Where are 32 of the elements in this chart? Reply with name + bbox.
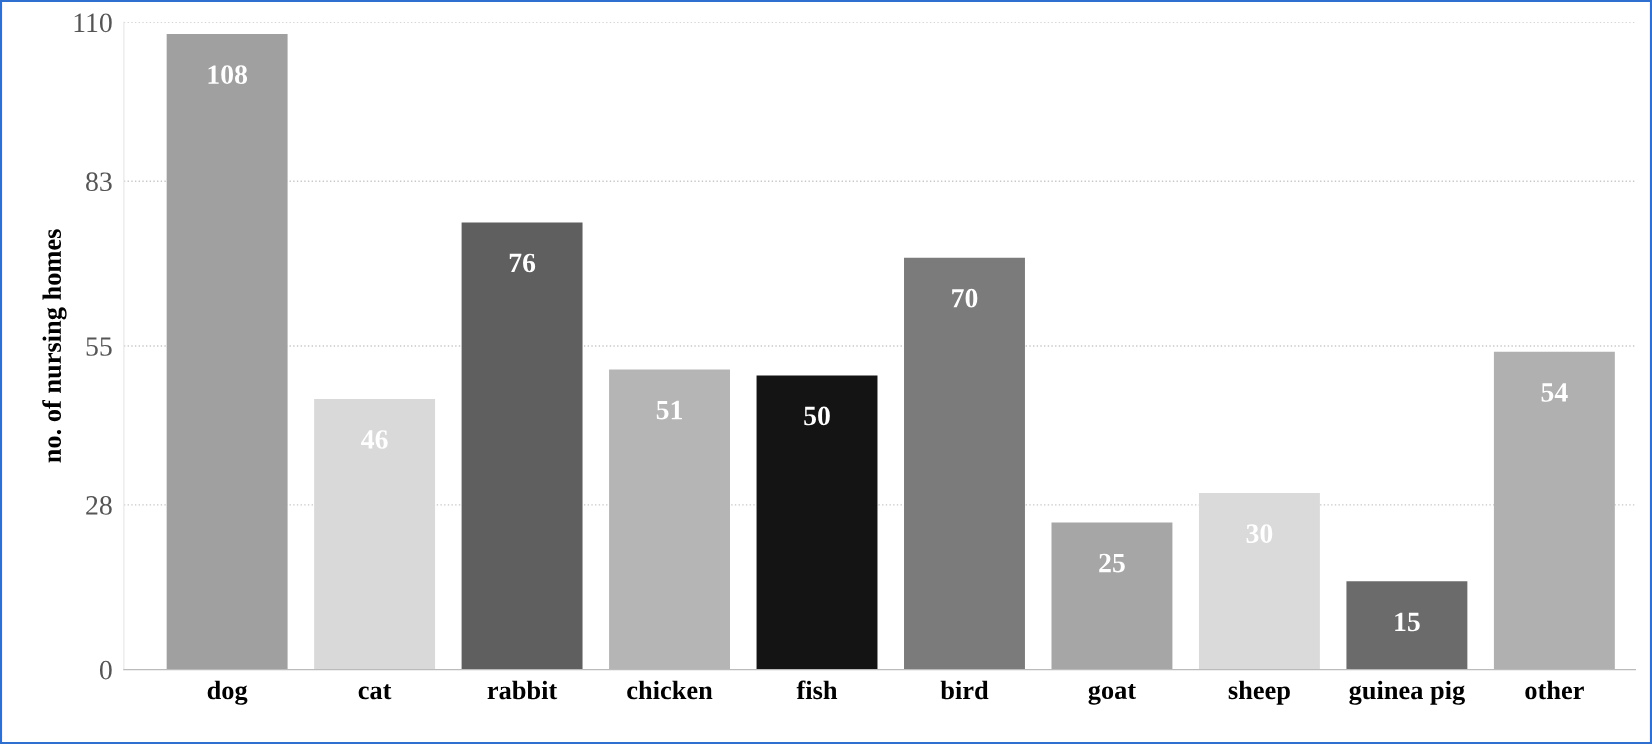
y-tick-label: 110: [74, 13, 112, 33]
bar: [461, 222, 583, 670]
bar: [756, 375, 878, 670]
x-tick-label: guinea pig: [1349, 680, 1465, 705]
data-label: 108: [208, 65, 248, 84]
y-tick-label: 55: [86, 337, 112, 356]
bar: [314, 398, 436, 670]
data-label: 54: [1541, 383, 1568, 402]
bar: [1051, 522, 1173, 670]
bar: [904, 257, 1025, 670]
data-label: 51: [656, 400, 682, 420]
x-tick-label: sheep: [1228, 680, 1290, 705]
data-label: 76: [509, 253, 536, 273]
data-label: 15: [1395, 612, 1420, 632]
x-tick-label: dog: [207, 680, 248, 705]
x-tick-label: cat: [358, 684, 392, 700]
x-tick-label: goat: [1088, 683, 1137, 705]
x-tick-label: fish: [796, 680, 838, 700]
data-label: 25: [1099, 553, 1125, 573]
bar: [166, 34, 288, 670]
y-tick-label: 0: [99, 660, 112, 680]
x-tick-label: chicken: [627, 680, 713, 700]
y-tick-label: 83: [86, 172, 112, 192]
data-label: 70: [952, 288, 978, 308]
data-label: 50: [804, 406, 830, 426]
x-tick-label: bird: [940, 680, 989, 700]
x-tick-label: rabbit: [487, 680, 558, 700]
y-axis-title: no. of nursing homes: [42, 229, 67, 463]
x-tick-label: other: [1525, 680, 1584, 700]
y-tick-label: 28: [86, 496, 112, 515]
bar: [1346, 581, 1468, 670]
bar: [1198, 493, 1320, 670]
